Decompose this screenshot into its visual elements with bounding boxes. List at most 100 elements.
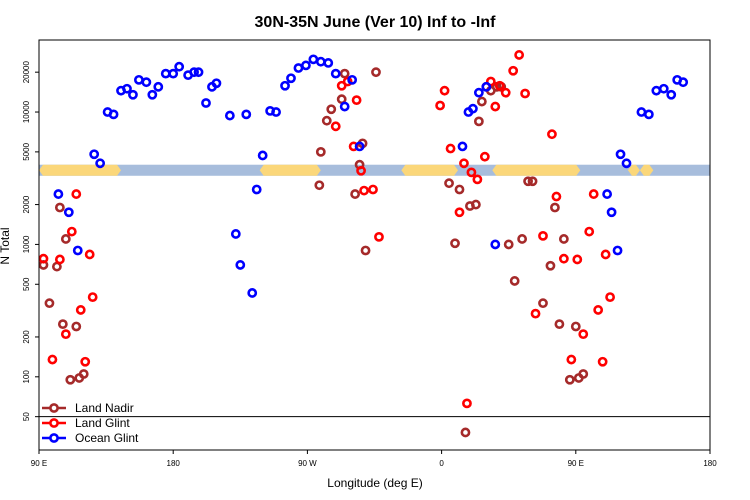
- x-tick-label: 90 E: [31, 459, 47, 468]
- land-glint-point: [60, 329, 71, 340]
- land-nadir-point: [314, 180, 325, 191]
- land-nadir-point: [460, 427, 471, 438]
- ocean-glint-point: [63, 207, 74, 218]
- ocean-glint-point: [174, 61, 185, 72]
- data-points: [38, 50, 689, 438]
- ocean-glint-point: [602, 189, 613, 199]
- land-ocean-band: [39, 164, 710, 176]
- land-nadir-point: [44, 298, 55, 309]
- land-glint-point: [479, 151, 490, 162]
- land-nadir-point: [326, 104, 337, 115]
- ocean-glint-point: [257, 150, 268, 161]
- ocean-glint-point: [235, 260, 246, 270]
- y-tick-label: 500: [22, 277, 31, 291]
- land-nadir-point: [527, 176, 538, 187]
- ocean-glint-point: [330, 68, 341, 79]
- ocean-glint-point: [473, 87, 484, 98]
- land-glint-point: [584, 226, 595, 237]
- land-glint-point: [466, 167, 477, 178]
- y-tick-label: 20000: [22, 61, 31, 84]
- ocean-glint-point: [678, 77, 689, 88]
- land-glint-point: [588, 189, 599, 199]
- x-tick-label: 0: [439, 459, 444, 468]
- land-band-segment: [259, 164, 321, 176]
- land-glint-point: [54, 254, 65, 265]
- ocean-glint-point: [95, 158, 106, 169]
- plot-frame: [38, 39, 711, 451]
- ocean-glint-point: [89, 149, 100, 160]
- ocean-glint-point: [280, 80, 290, 91]
- ocean-glint-point: [193, 67, 204, 78]
- land-band-segment: [401, 164, 459, 176]
- land-glint-point: [80, 356, 91, 367]
- ocean-glint-point: [128, 89, 138, 100]
- land-nadir-point: [444, 178, 454, 189]
- land-glint-point: [593, 305, 604, 315]
- land-glint-point: [374, 231, 384, 242]
- ocean-glint-point: [481, 81, 492, 92]
- land-nadir-point: [558, 234, 569, 244]
- land-band-segment: [492, 164, 581, 176]
- y-tick-label: 10000: [22, 100, 31, 123]
- land-glint-point: [330, 121, 341, 132]
- chart-title: 30N-35N June (Ver 10) Inf to -Inf: [255, 14, 497, 31]
- ocean-glint-point: [666, 89, 677, 100]
- ocean-glint-point: [251, 184, 262, 195]
- land-nadir-point: [371, 67, 381, 78]
- x-axis-label: Longitude (deg E): [327, 476, 422, 490]
- land-glint-point: [435, 100, 446, 111]
- land-glint-point: [75, 305, 86, 315]
- land-glint-point: [47, 354, 58, 365]
- land-glint-point: [547, 129, 557, 140]
- ocean-glint-point: [643, 109, 654, 120]
- land-nadir-point: [509, 276, 520, 286]
- land-nadir-legend-label: Land Nadir: [75, 401, 134, 415]
- land-glint-point: [600, 249, 611, 260]
- land-nadir-legend-marker: [49, 403, 59, 413]
- land-band-segment: [39, 164, 122, 176]
- ocean-glint-point: [247, 288, 258, 298]
- x-tick-label: 180: [167, 459, 181, 468]
- land-glint-point: [439, 85, 450, 96]
- ocean-glint-point: [53, 189, 64, 199]
- land-glint-point: [508, 65, 519, 76]
- land-glint-point: [459, 158, 469, 169]
- ocean-glint-point: [153, 81, 164, 92]
- land-nadir-point: [60, 234, 71, 244]
- ocean-glint-point: [636, 107, 647, 117]
- land-glint-point: [351, 95, 362, 106]
- land-glint-point: [578, 329, 589, 340]
- land-nadir-point: [538, 298, 548, 309]
- y-tick-label: 5000: [22, 142, 31, 160]
- land-nadir-point: [523, 176, 533, 187]
- land-nadir-point: [350, 189, 361, 199]
- land-glint-point: [538, 230, 548, 241]
- ocean-glint-point: [612, 245, 623, 256]
- land-band-segment: [639, 164, 654, 176]
- land-nadir-point: [554, 319, 565, 330]
- ocean-glint-point: [230, 229, 241, 239]
- ocean-glint-point: [189, 67, 199, 78]
- ocean-glint-point: [141, 77, 152, 88]
- land-glint-point: [368, 184, 378, 195]
- x-axis: 90 E 180 90 W 0 90 E 180: [31, 450, 717, 468]
- land-nadir-point: [339, 68, 350, 79]
- ocean-glint-point: [168, 68, 179, 79]
- ocean-glint-legend-label: Ocean Glint: [75, 431, 139, 445]
- ocean-glint-point: [651, 85, 662, 96]
- ocean-glint-point: [354, 141, 365, 152]
- land-nadir-point: [545, 260, 556, 271]
- land-nadir-point: [473, 116, 484, 127]
- land-nadir-point: [476, 96, 487, 107]
- land-nadir-point: [454, 184, 465, 195]
- ocean-glint-point: [241, 109, 252, 120]
- land-glint-legend-label: Land Glint: [75, 416, 130, 430]
- land-glint-point: [605, 292, 615, 303]
- land-glint-point: [597, 356, 608, 367]
- y-tick-label: 200: [22, 330, 31, 344]
- land-nadir-point: [503, 239, 514, 250]
- ocean-glint-point: [301, 60, 311, 71]
- ocean-glint-point: [108, 109, 119, 120]
- land-nadir-point: [78, 369, 89, 379]
- ocean-glint-point: [339, 101, 350, 112]
